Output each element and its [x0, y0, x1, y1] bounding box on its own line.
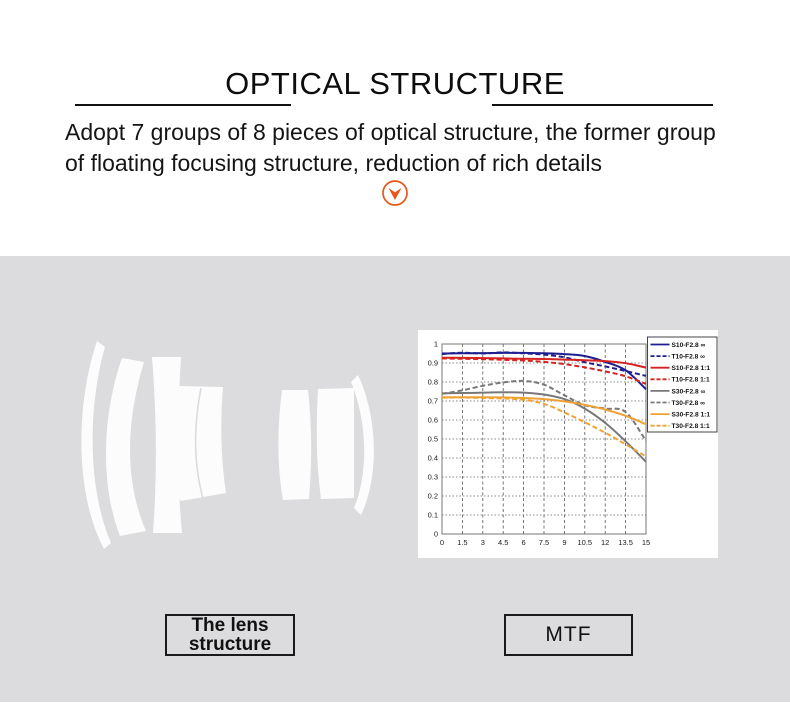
x-tick-label: 12: [601, 538, 609, 547]
legend-entry-label: T10-F2.8 1:1: [672, 377, 710, 384]
chevron-down-icon: [382, 180, 408, 206]
x-tick-label: 6: [522, 538, 526, 547]
y-tick-label: 0.5: [428, 435, 438, 444]
y-tick-label: 0.1: [428, 511, 438, 520]
mtf-chart: 0 0.1 0.2 0.3 0.4 0.5 0.6 0.7 0.8 0.9 1 0 1.5 3 4.5 6 7.…: [418, 330, 718, 558]
lens-element-5: [278, 390, 312, 500]
lens-structure-label-button[interactable]: The lens structure: [165, 614, 295, 656]
series-t10-f2-8-: [441, 351, 647, 377]
x-tick-label: 1.5: [457, 538, 467, 547]
y-tick-label: 0.9: [428, 359, 438, 368]
title-underline-left: [75, 104, 291, 106]
mtf-label-button[interactable]: MTF: [504, 614, 633, 656]
x-tick-label: 4.5: [498, 538, 508, 547]
y-tick-label: 0: [434, 530, 438, 539]
series-t10-f2-8-1-1: [441, 357, 647, 385]
x-tick-label: 7.5: [539, 538, 549, 547]
page-title: OPTICAL STRUCTURE: [225, 66, 565, 101]
series-s10-f2-8-1-1: [441, 356, 647, 369]
x-tick-label: 3: [481, 538, 485, 547]
lens-structure-diagram: [81, 341, 374, 549]
x-tick-label: 15: [642, 538, 650, 547]
subtitle-line-1: Adopt 7 groups of 8 pieces of optical st…: [65, 119, 716, 145]
lens-element-7: [351, 375, 374, 515]
legend-entry-label: T30-F2.8 1:1: [672, 423, 710, 430]
subtitle-line-2: of floating focusing structure, reductio…: [65, 150, 602, 176]
title-underline-right: [492, 104, 713, 106]
x-tick-label: 9: [562, 538, 566, 547]
lens-label-line-2: structure: [188, 634, 272, 655]
series-t30-f2-8-: [441, 379, 647, 442]
y-tick-label: 0.4: [428, 454, 438, 463]
lens-cemented-seam: [194, 387, 204, 500]
legend-box: [647, 336, 718, 433]
series-t30-f2-8-1-1: [441, 396, 647, 458]
subtitle-text: Adopt 7 groups of 8 pieces of optical st…: [65, 117, 755, 179]
y-tick-label: 0.7: [428, 397, 438, 406]
x-tick-label: 0: [440, 538, 444, 547]
lens-element-4: [162, 386, 226, 501]
lens-element-6: [316, 388, 354, 499]
series-s30-f2-8-: [441, 391, 647, 463]
x-tick-label: 13.5: [618, 538, 633, 547]
legend-entry-label: S30-F2.8 ∞: [672, 388, 706, 395]
y-tick-label: 0.6: [428, 416, 438, 425]
lens-element-2: [105, 358, 146, 536]
y-tick-label: 1: [434, 340, 438, 349]
legend-entry-label: T30-F2.8 ∞: [672, 400, 706, 407]
y-tick-label: 0.8: [428, 378, 438, 387]
plot-border: [441, 343, 647, 535]
legend-entry-label: T10-F2.8 ∞: [672, 354, 706, 361]
x-tick-label: 10.5: [577, 538, 592, 547]
y-tick-label: 0.3: [428, 473, 438, 482]
legend-entry-label: S10-F2.8 1:1: [672, 365, 711, 372]
mtf-label-text: MTF: [545, 623, 592, 646]
y-tick-label: 0.2: [428, 492, 438, 501]
lens-element-1: [81, 341, 111, 549]
lens-label-line-1: The lens: [191, 615, 269, 636]
content-panel: 0 0.1 0.2 0.3 0.4 0.5 0.6 0.7 0.8 0.9 1 0 1.5 3 4.5 6 7.…: [0, 256, 790, 702]
legend-entry-label: S30-F2.8 1:1: [672, 412, 711, 419]
legend-entry-label: S10-F2.8 ∞: [672, 342, 706, 349]
